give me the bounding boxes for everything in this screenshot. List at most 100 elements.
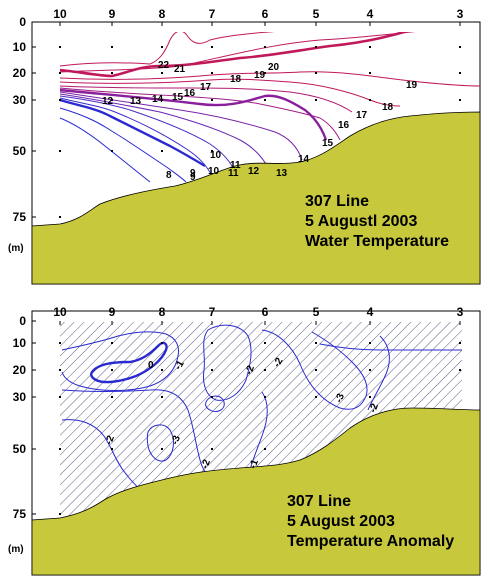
- depth-label: 50: [13, 144, 27, 158]
- station-label: 8: [159, 305, 166, 319]
- sample-point: [211, 150, 213, 152]
- station-label: 9: [109, 7, 116, 21]
- depth-label: 0: [19, 15, 26, 29]
- contour-8: [59, 117, 151, 183]
- station-label: 6: [262, 7, 269, 21]
- depth-label: 50: [13, 442, 27, 456]
- sample-point: [59, 99, 61, 101]
- station-label: 7: [209, 305, 216, 319]
- station-label: 4: [367, 305, 374, 319]
- sample-point: [315, 46, 317, 48]
- anomaly-contour-0: [90, 341, 168, 384]
- sample-point: [161, 72, 163, 74]
- contour-label: 10: [210, 150, 222, 161]
- sample-point: [111, 150, 113, 152]
- anomaly-label: -2: [104, 434, 118, 447]
- contour-label: 12: [248, 166, 260, 177]
- station-label: 3: [457, 305, 464, 319]
- sample-point: [111, 342, 113, 344]
- sample-point: [59, 72, 61, 74]
- station-label: 5: [313, 7, 320, 21]
- sample-point: [315, 342, 317, 344]
- contour-label: 18: [382, 102, 394, 113]
- sample-point: [211, 448, 213, 450]
- station-label: 4: [367, 7, 374, 21]
- sample-point: [59, 513, 61, 515]
- anomaly-label: -2: [244, 364, 258, 377]
- sample-point: [211, 99, 213, 101]
- contour-label: 12: [102, 96, 114, 107]
- sample-point: [161, 150, 163, 152]
- depth-label: 0: [19, 314, 26, 328]
- depth-label: 30: [13, 93, 27, 107]
- panel2-depth-unit: (m): [8, 544, 24, 555]
- anomaly-contour-minus2-left: [61, 389, 211, 479]
- contour-label: 18: [230, 74, 242, 85]
- panel1-title-line: Water Temperature: [305, 233, 449, 250]
- sample-point: [59, 448, 61, 450]
- sample-point: [211, 342, 213, 344]
- anomaly-contour-minus2-far-right: [367, 335, 390, 411]
- sample-point: [111, 369, 113, 371]
- sample-point: [264, 396, 266, 398]
- panel2-hatched-region: [60, 322, 462, 516]
- sample-point: [211, 369, 213, 371]
- contour-18: [59, 78, 401, 107]
- sample-point: [161, 342, 163, 344]
- contour-label: 14: [298, 154, 310, 165]
- contour-13: [59, 93, 271, 173]
- sample-point: [315, 72, 317, 74]
- anomaly-contour-small-loop: [205, 395, 225, 413]
- panel1-sample-points: [59, 46, 461, 218]
- sample-point: [161, 448, 163, 450]
- sample-point: [459, 342, 461, 344]
- contour-label: 17: [200, 82, 212, 93]
- anomaly-label: 0: [148, 360, 154, 371]
- sample-point: [369, 342, 371, 344]
- contour-label: 11: [228, 168, 239, 179]
- contour-label: 19: [406, 80, 418, 91]
- contour-label: 13: [276, 168, 288, 179]
- water-temperature-panel: 10 9 8 7 6 5 4 3 0 10 20 30 50 75 22 21: [8, 7, 481, 285]
- depth-label: 75: [13, 507, 27, 521]
- contour-label: 16: [184, 88, 196, 99]
- station-label: 10: [53, 7, 67, 21]
- contour-10: [59, 98, 206, 168]
- anomaly-contour-minus3-center: [146, 424, 174, 462]
- anomaly-contour-upper-right: [319, 343, 462, 351]
- sample-point: [111, 396, 113, 398]
- contour-label: 10: [208, 166, 220, 177]
- contour-22: [59, 32, 275, 67]
- contour-label: 15: [322, 138, 334, 149]
- sample-point: [459, 46, 461, 48]
- sample-point: [59, 342, 61, 344]
- sample-point: [211, 46, 213, 48]
- sample-point: [369, 396, 371, 398]
- station-label: 5: [313, 305, 320, 319]
- anomaly-contour-minus1-right: [249, 391, 268, 471]
- sample-point: [59, 396, 61, 398]
- contour-11: [59, 97, 213, 177]
- sample-point: [111, 99, 113, 101]
- station-label: 10: [53, 305, 67, 319]
- depth-label: 30: [13, 390, 27, 404]
- contour-label: 11: [230, 160, 241, 171]
- contour-17: [59, 85, 353, 113]
- contour-16: [59, 87, 341, 141]
- sample-point: [369, 46, 371, 48]
- depth-label: 20: [13, 66, 27, 80]
- sample-point: [59, 46, 61, 48]
- anomaly-label: -3: [170, 434, 184, 447]
- panel1-depth-unit: (m): [8, 243, 24, 254]
- sample-point: [264, 448, 266, 450]
- anomaly-label: -2: [368, 402, 382, 415]
- contour-label: 17: [356, 110, 368, 121]
- depth-label: 10: [13, 336, 27, 350]
- sample-point: [315, 99, 317, 101]
- depth-label: 20: [13, 363, 27, 377]
- station-label: 6: [262, 305, 269, 319]
- panel2-title-line: 307 Line: [287, 493, 351, 510]
- anomaly-contour-minus2-mid: [203, 324, 252, 401]
- contour-label: 15: [172, 92, 184, 103]
- sample-point: [161, 396, 163, 398]
